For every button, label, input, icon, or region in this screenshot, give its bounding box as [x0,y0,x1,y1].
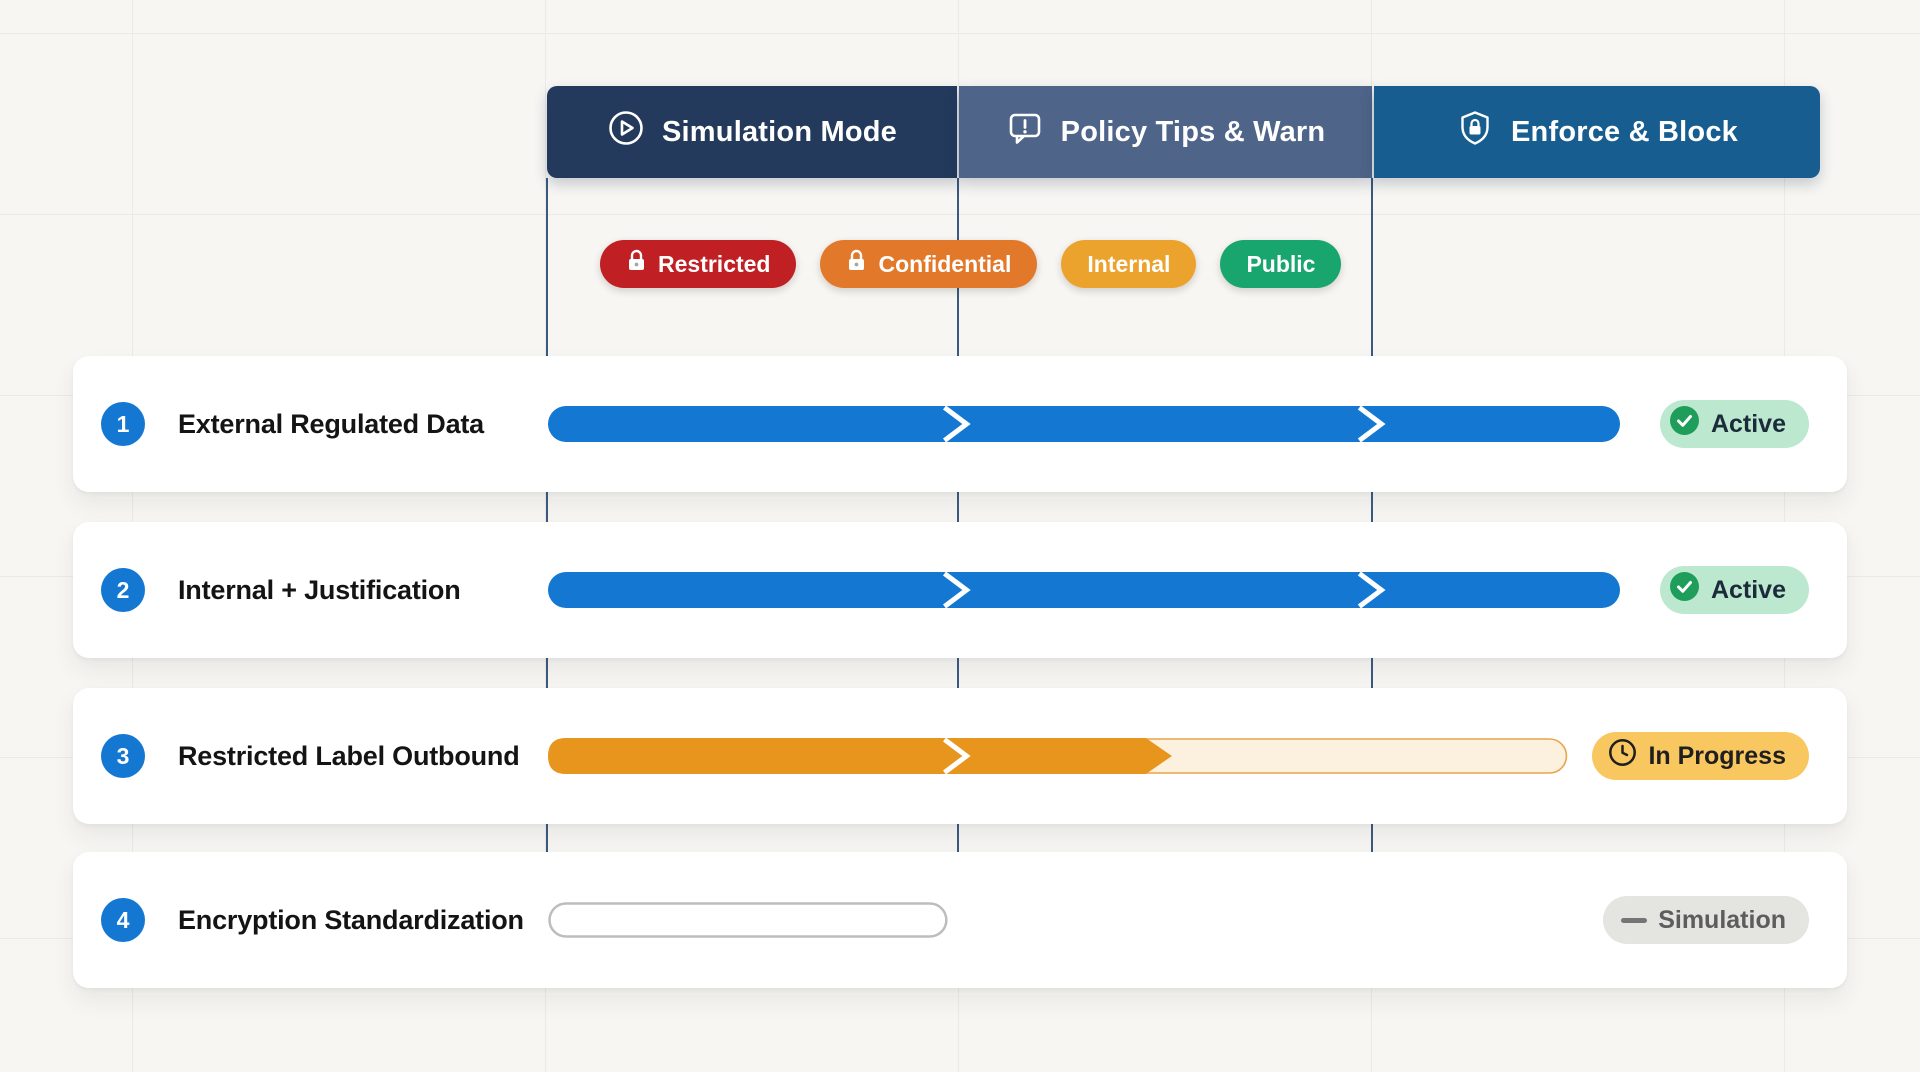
clock-icon [1608,738,1637,774]
row-number-badge: 2 [101,568,145,612]
row-number-badge: 4 [101,898,145,942]
rollout-row-restricted-label-outbound: 3 Restricted Label Outbound In Progress [73,688,1847,824]
phase-simulation-mode[interactable]: Simulation Mode [547,86,957,178]
row-title: Restricted Label Outbound [178,740,520,771]
status-badge-simulation: Simulation [1603,896,1809,944]
dash-icon [1621,917,1648,923]
label-pill-confidential[interactable]: Confidential [820,240,1038,288]
progress-bar [548,902,1620,938]
rollout-row-external-regulated-data: 1 External Regulated Data Active [73,356,1847,492]
phase-label: Enforce & Block [1511,115,1738,148]
label-pill-text: Confidential [878,250,1012,277]
check-circle-icon [1669,571,1700,609]
lock-icon [626,249,647,279]
play-circle-icon [607,109,645,155]
progress-bar [548,405,1620,443]
status-label: Active [1710,409,1786,438]
phase-label: Policy Tips & Warn [1060,115,1326,148]
row-number-badge: 1 [101,402,145,446]
label-pill-restricted[interactable]: Restricted [600,240,797,288]
progress-bar [548,737,1620,775]
status-badge-active: Active [1659,400,1809,448]
phase-policy-tips-warn[interactable]: Policy Tips & Warn [959,86,1372,178]
phase-enforce-block[interactable]: Enforce & Block [1374,86,1820,178]
rollout-row-internal-justification: 2 Internal + Justification Active [73,522,1847,658]
phase-label: Simulation Mode [662,115,897,148]
status-badge-in-progress: In Progress [1592,732,1809,780]
status-label: Active [1710,575,1786,604]
phase-header: Simulation Mode Policy Tips & Warn Enfor… [547,86,1820,178]
label-pill-text: Internal [1087,250,1171,277]
check-circle-icon [1669,405,1700,443]
row-title: Encryption Standardization [178,904,524,935]
label-pill-text: Public [1246,250,1316,277]
sensitivity-labels: Restricted Confidential Internal Public [600,240,1342,288]
status-label: Simulation [1658,905,1786,934]
shield-lock-icon [1456,109,1494,155]
label-pill-public[interactable]: Public [1220,240,1342,288]
lock-icon [846,249,867,279]
alert-bubble-icon [1006,109,1044,155]
progress-bar [548,571,1620,609]
label-pill-text: Restricted [658,250,771,277]
row-title: External Regulated Data [178,408,484,439]
status-badge-active: Active [1659,566,1809,614]
row-title: Internal + Justification [178,574,461,605]
label-pill-internal[interactable]: Internal [1061,240,1197,288]
row-number-badge: 3 [101,734,145,778]
rollout-row-encryption-standardization: 4 Encryption Standardization Simulation [73,852,1847,988]
status-label: In Progress [1648,741,1786,770]
